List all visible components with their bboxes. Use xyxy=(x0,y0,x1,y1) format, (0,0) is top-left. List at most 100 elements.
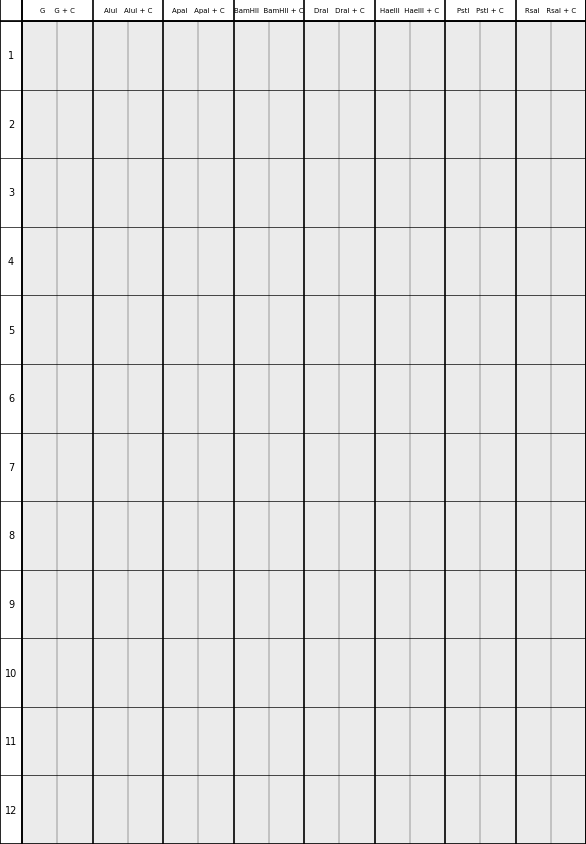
Bar xyxy=(128,433,163,501)
Bar xyxy=(551,639,586,707)
Text: 7: 7 xyxy=(8,463,14,473)
Bar xyxy=(163,22,198,90)
Bar xyxy=(516,707,551,776)
Bar xyxy=(128,501,163,570)
Bar xyxy=(198,501,233,570)
Bar xyxy=(516,159,551,228)
Bar xyxy=(22,228,57,296)
Bar xyxy=(163,570,198,639)
Bar xyxy=(339,433,374,501)
Bar xyxy=(163,90,198,159)
Bar xyxy=(93,22,128,90)
Bar xyxy=(22,570,57,639)
Bar xyxy=(269,296,304,365)
Bar xyxy=(445,776,481,844)
Bar xyxy=(374,433,410,501)
Bar xyxy=(481,707,516,776)
Bar xyxy=(198,433,233,501)
Bar xyxy=(93,433,128,501)
Bar xyxy=(410,707,445,776)
Bar xyxy=(269,228,304,296)
Bar xyxy=(374,90,410,159)
Bar xyxy=(128,22,163,90)
Bar xyxy=(128,776,163,844)
Bar xyxy=(339,159,374,228)
Bar xyxy=(410,90,445,159)
Text: HaeIII  HaeIII + C: HaeIII HaeIII + C xyxy=(380,8,440,14)
Bar xyxy=(304,365,339,433)
Bar xyxy=(233,365,269,433)
Bar xyxy=(304,159,339,228)
Bar xyxy=(481,22,516,90)
Bar xyxy=(551,22,586,90)
Bar xyxy=(445,570,481,639)
Bar xyxy=(481,228,516,296)
Bar xyxy=(339,776,374,844)
Bar xyxy=(410,570,445,639)
Text: G    G + C: G G + C xyxy=(40,8,74,14)
Bar xyxy=(233,228,269,296)
Bar xyxy=(481,433,516,501)
Bar xyxy=(551,365,586,433)
Bar xyxy=(128,639,163,707)
Bar xyxy=(481,639,516,707)
Bar xyxy=(374,639,410,707)
Bar xyxy=(304,501,339,570)
Text: PstI   PstI + C: PstI PstI + C xyxy=(457,8,503,14)
Bar xyxy=(304,776,339,844)
Bar xyxy=(551,296,586,365)
Bar xyxy=(445,365,481,433)
Bar xyxy=(93,159,128,228)
Bar xyxy=(339,570,374,639)
Bar xyxy=(410,776,445,844)
Bar xyxy=(551,90,586,159)
Bar xyxy=(93,501,128,570)
Bar xyxy=(374,228,410,296)
Bar xyxy=(481,776,516,844)
Bar xyxy=(93,639,128,707)
Bar xyxy=(445,90,481,159)
Bar xyxy=(551,707,586,776)
Bar xyxy=(304,228,339,296)
Bar xyxy=(374,159,410,228)
Bar xyxy=(304,22,339,90)
Text: ApaI   ApaI + C: ApaI ApaI + C xyxy=(172,8,224,14)
Bar xyxy=(57,22,93,90)
Bar xyxy=(481,296,516,365)
Bar xyxy=(374,501,410,570)
Bar xyxy=(22,22,57,90)
Bar xyxy=(445,228,481,296)
Bar xyxy=(198,90,233,159)
Text: 1: 1 xyxy=(8,51,14,62)
Bar xyxy=(198,22,233,90)
Bar xyxy=(374,296,410,365)
Bar xyxy=(445,501,481,570)
Bar xyxy=(269,570,304,639)
Bar xyxy=(304,639,339,707)
Bar xyxy=(22,159,57,228)
Bar xyxy=(233,570,269,639)
Text: 12: 12 xyxy=(5,805,17,814)
Bar xyxy=(516,90,551,159)
Bar xyxy=(22,296,57,365)
Bar xyxy=(304,296,339,365)
Bar xyxy=(410,296,445,365)
Bar xyxy=(410,22,445,90)
Bar xyxy=(374,22,410,90)
Bar xyxy=(551,776,586,844)
Bar xyxy=(22,707,57,776)
Bar xyxy=(410,228,445,296)
Bar xyxy=(269,776,304,844)
Bar xyxy=(374,570,410,639)
Bar xyxy=(93,365,128,433)
Bar xyxy=(269,159,304,228)
Bar xyxy=(163,228,198,296)
Bar xyxy=(233,159,269,228)
Text: RsaI   RsaI + C: RsaI RsaI + C xyxy=(525,8,576,14)
Bar xyxy=(410,159,445,228)
Bar xyxy=(233,22,269,90)
Bar xyxy=(198,707,233,776)
Bar xyxy=(551,501,586,570)
Text: 5: 5 xyxy=(8,325,14,335)
Bar xyxy=(57,159,93,228)
